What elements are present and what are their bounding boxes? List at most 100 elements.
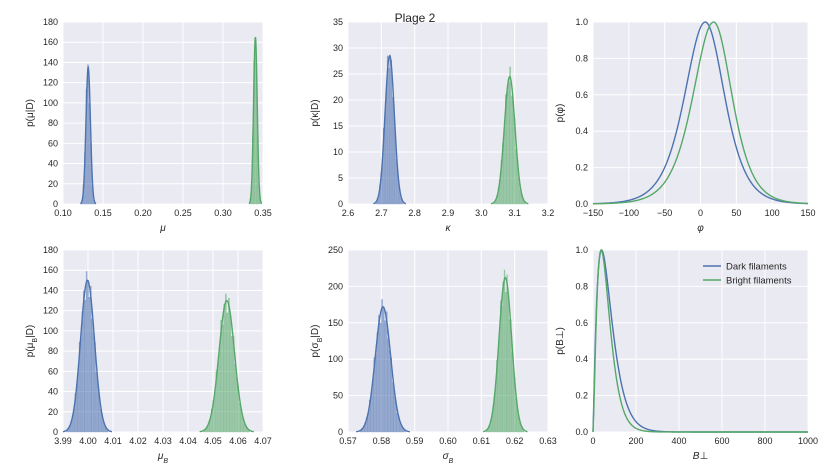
histogram-bar: [512, 367, 515, 433]
y-tick-label: 80: [48, 346, 58, 356]
histogram-bar: [385, 311, 388, 433]
plot-area: [63, 22, 263, 204]
histogram-bar: [99, 409, 102, 433]
histogram-bar: [388, 350, 391, 433]
x-tick-label: 4.05: [204, 436, 222, 446]
y-axis-label: p(κ|D): [310, 99, 321, 126]
histogram-bar: [229, 315, 232, 433]
histogram-bar: [506, 274, 508, 433]
histogram-bar: [515, 149, 517, 205]
x-tick-label: 3.0: [475, 208, 488, 218]
x-tick-label: 0.60: [439, 436, 457, 446]
histogram-bar: [83, 290, 85, 433]
x-tick-label: 150: [800, 208, 815, 218]
histogram-bar: [90, 286, 92, 433]
y-tick-label: 20: [48, 407, 58, 417]
x-axis-label: φ: [697, 223, 704, 234]
panel-b_perp: 0 200 400 600 800 1000 0.0 0.2 0.4 0.6 0.8 1.0 B⊥ p(B…: [555, 245, 818, 462]
y-tick-label: 0.6: [575, 318, 588, 328]
y-axis-label: p(μ|D): [25, 99, 36, 127]
histogram-bar: [221, 324, 224, 433]
panel-mu_b: 3.99 4.00 4.01 4.02 4.03 4.04 4.05 4.06 4.07 0 20 4…: [25, 245, 272, 465]
histogram-bar: [234, 363, 236, 433]
series-line: [592, 249, 808, 433]
x-axis-label: μ: [159, 223, 166, 234]
figure-title: Plage 2: [395, 11, 436, 25]
histogram-bar: [392, 382, 394, 433]
y-tick-label: 0.8: [575, 281, 588, 291]
panel-sigma_b: 0.57 0.58 0.59 0.60 0.61 0.62 0.63 0 50 100 150 200…: [310, 245, 557, 465]
histogram-bar: [84, 299, 86, 433]
x-axis-label: σB: [443, 451, 454, 465]
histogram-bar: [388, 68, 390, 205]
y-tick-label: 180: [43, 245, 58, 255]
x-tick-label: 1000: [798, 436, 818, 446]
histogram-bar: [85, 271, 88, 433]
histogram-bar: [382, 306, 385, 433]
histogram-bar: [238, 403, 241, 433]
x-tick-label: 3.99: [54, 436, 72, 446]
histogram-bar: [384, 320, 386, 433]
x-tick-label: 0.59: [406, 436, 424, 446]
y-tick-label: 1.0: [575, 245, 588, 255]
panel-kappa: 2.6 2.7 2.8 2.9 3.0 3.1 3.2 0 5 10 15 20 25 30 35 κ p(κ|…: [310, 17, 554, 234]
histogram-bar: [78, 341, 81, 433]
y-tick-label: 160: [43, 265, 58, 275]
x-axis-label: κ: [446, 223, 452, 234]
histogram-bar: [218, 347, 221, 433]
y-tick-label: 140: [43, 57, 58, 67]
x-tick-label: 0.20: [134, 208, 152, 218]
y-tick-label: 35: [333, 17, 343, 27]
y-tick-label: 30: [333, 43, 343, 53]
y-tick-label: 20: [48, 179, 58, 189]
x-axis-label: μB: [157, 451, 168, 465]
x-tick-label: 2.8: [408, 208, 421, 218]
y-tick-label: 60: [48, 138, 58, 148]
histogram-bar: [502, 281, 504, 433]
y-tick-label: 1.0: [575, 17, 588, 27]
histogram-bar: [88, 297, 91, 433]
histogram-bar: [226, 312, 229, 433]
density-line: [248, 36, 263, 205]
x-tick-label: 4.07: [254, 436, 272, 446]
histogram-bar: [375, 354, 377, 433]
histogram-bar: [373, 357, 376, 433]
y-axis-label: p(B⊥): [555, 327, 566, 355]
y-tick-label: 160: [43, 37, 58, 47]
histogram-bar: [389, 54, 391, 205]
y-tick-label: 0.6: [575, 90, 588, 100]
x-tick-label: 0.35: [254, 208, 272, 218]
y-tick-label: 0: [338, 427, 343, 437]
plot-area: [593, 250, 808, 432]
histogram-bar: [379, 322, 382, 433]
x-tick-label: 4.02: [129, 436, 147, 446]
histogram-bar: [500, 300, 502, 433]
histogram-bar: [95, 372, 98, 433]
x-tick-label: 3.2: [542, 208, 555, 218]
x-tick-label: 0.25: [174, 208, 192, 218]
histogram-bar: [92, 333, 95, 433]
density-line: [62, 279, 113, 433]
y-tick-label: 120: [43, 78, 58, 88]
y-axis-label: p(φ): [555, 104, 566, 123]
histogram-bar: [235, 376, 238, 433]
x-tick-label: 0.63: [539, 436, 557, 446]
histogram-bar: [505, 94, 507, 205]
x-tick-label: 2.9: [442, 208, 455, 218]
histogram-bar: [506, 90, 509, 205]
x-tick-label: 0: [698, 208, 703, 218]
y-tick-label: 0.0: [575, 199, 588, 209]
histogram-bar: [507, 295, 509, 433]
histogram-bar: [91, 318, 93, 433]
density-line: [373, 54, 407, 205]
x-tick-label: 0.62: [506, 436, 524, 446]
y-tick-label: 40: [48, 159, 58, 169]
x-tick-label: 3.1: [508, 208, 521, 218]
y-tick-label: 200: [328, 281, 343, 291]
histogram-bar: [515, 398, 517, 433]
y-tick-label: 0: [53, 427, 58, 437]
histogram-bar: [508, 82, 510, 205]
histogram-bar: [508, 319, 511, 433]
x-tick-label: −100: [619, 208, 639, 218]
y-tick-label: 150: [328, 318, 343, 328]
